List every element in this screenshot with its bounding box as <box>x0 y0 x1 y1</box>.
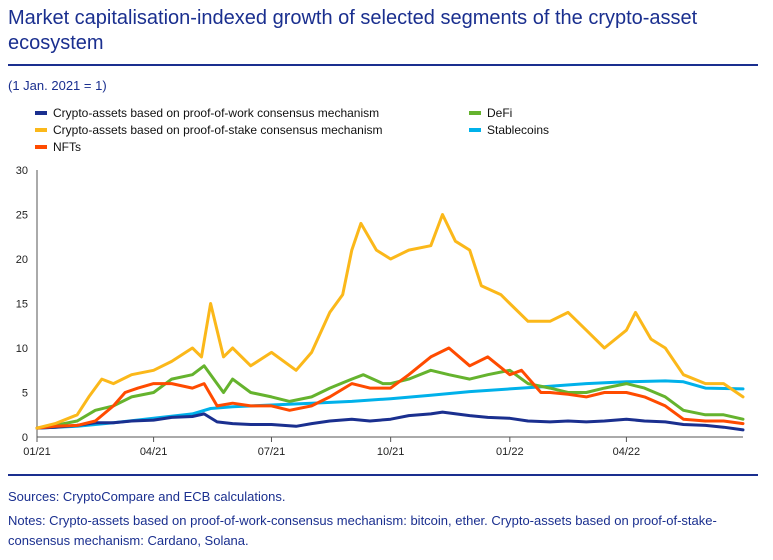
x-tick-label: 01/22 <box>496 446 524 458</box>
legend-item-stablecoins: Stablecoins <box>469 122 549 138</box>
x-tick-label: 01/21 <box>23 446 51 458</box>
footer-rule <box>8 474 758 476</box>
legend-item-pos: Crypto-assets based on proof-of-stake co… <box>35 122 383 138</box>
legend-label-pos: Crypto-assets based on proof-of-stake co… <box>53 123 383 137</box>
y-tick-label: 20 <box>16 254 28 266</box>
x-tick-label: 07/21 <box>258 446 286 458</box>
x-tick-label: 04/21 <box>140 446 168 458</box>
legend-swatch-defi <box>469 110 481 115</box>
legend-label-defi: DeFi <box>487 106 513 120</box>
x-tick-label: 04/22 <box>613 446 641 458</box>
chart-series-lines <box>35 213 745 432</box>
legend-label-nfts: NFTs <box>53 140 81 154</box>
legend-swatch-stablecoins <box>469 127 481 132</box>
legend-item-nfts: NFTs <box>35 139 81 155</box>
series-line-0 <box>35 410 745 432</box>
legend-swatch-pos <box>35 127 47 132</box>
notes-text: Notes: Crypto-assets based on proof-of-w… <box>8 513 717 548</box>
chart-axes: 0 5 10 15 20 25 30 01/21 04/21 07/21 10/21 01/22 04/… <box>16 165 743 458</box>
y-tick-label: 5 <box>22 388 28 400</box>
legend-swatch-pow <box>35 110 47 115</box>
series-line-3 <box>35 364 745 430</box>
title-rule <box>8 64 758 66</box>
chart-title: Market capitalisation-indexed growth of … <box>8 7 698 54</box>
legend-item-pow: Crypto-assets based on proof-of-work con… <box>35 105 379 121</box>
chart-subtitle: (1 Jan. 2021 = 1) <box>8 78 107 93</box>
legend-swatch-nfts <box>35 144 47 149</box>
legend-label-pow: Crypto-assets based on proof-of-work con… <box>53 106 380 120</box>
y-tick-label: 15 <box>16 299 28 311</box>
x-tick-label: 10/21 <box>377 446 405 458</box>
series-line-2 <box>35 346 745 430</box>
y-tick-label: 10 <box>16 343 28 355</box>
y-tick-label: 0 <box>22 432 28 444</box>
sources-text: Sources: CryptoCompare and ECB calculati… <box>8 489 286 504</box>
legend-item-defi: DeFi <box>469 105 512 121</box>
y-tick-label: 25 <box>16 210 28 222</box>
legend-label-stablecoins: Stablecoins <box>487 123 550 137</box>
y-tick-label: 30 <box>16 165 28 177</box>
series-line-1 <box>35 213 745 430</box>
